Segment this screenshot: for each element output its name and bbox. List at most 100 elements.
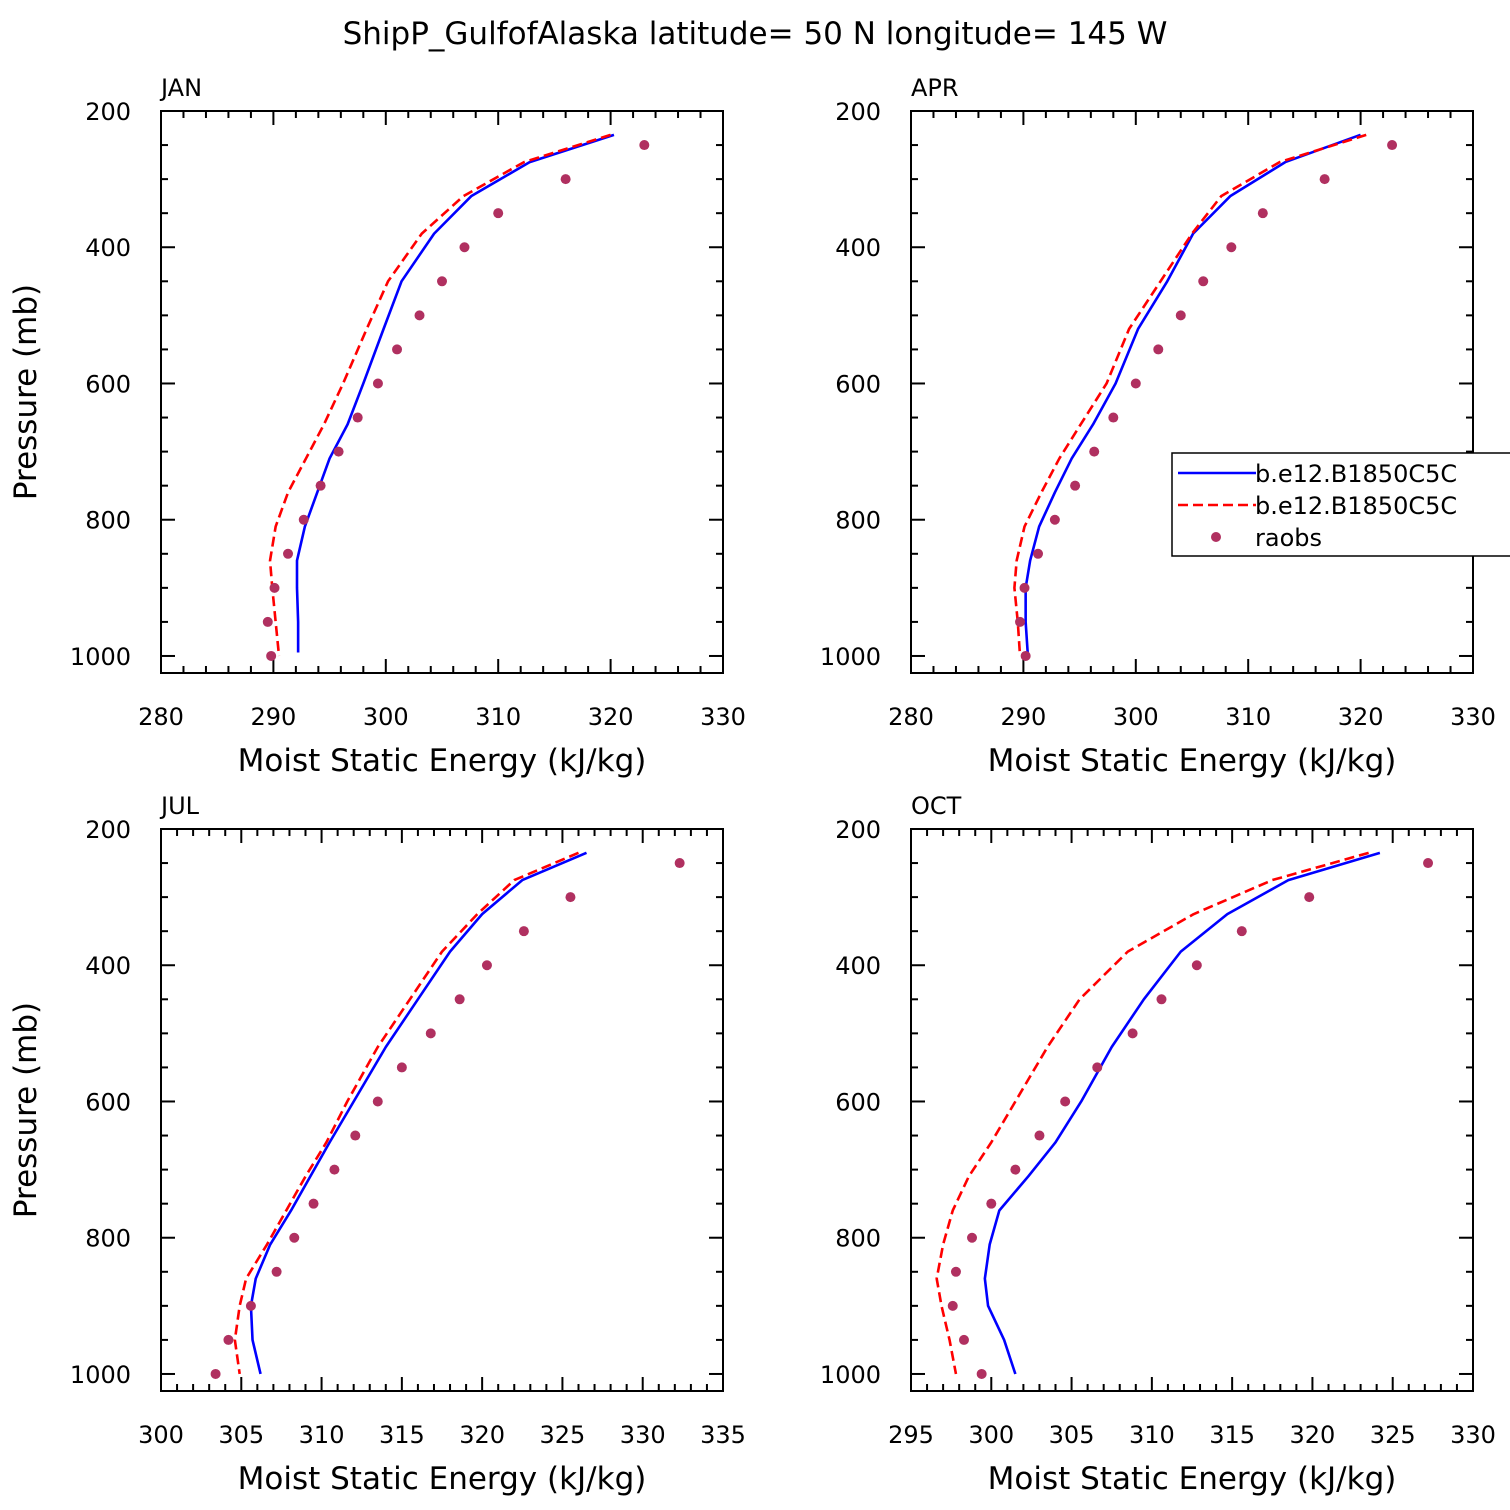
series-group bbox=[210, 851, 685, 1379]
y-tick-label: 1000 bbox=[820, 1361, 881, 1389]
raobs-point bbox=[283, 548, 294, 559]
x-axis-label: Moist Static Energy (kJ/kg) bbox=[238, 1461, 647, 1497]
model-line-solid bbox=[1024, 133, 1362, 657]
x-tick-label: 290 bbox=[1000, 703, 1046, 731]
raobs-point bbox=[1049, 514, 1060, 525]
y-tick-label: 400 bbox=[835, 234, 881, 262]
raobs-point bbox=[1089, 446, 1100, 457]
y-tick-label: 600 bbox=[85, 370, 131, 398]
panels: 280 290 300 310 320 330 200 400 600 800 1000 JAN Moi… bbox=[8, 74, 1496, 1497]
raobs-point bbox=[223, 1334, 234, 1345]
raobs-point bbox=[350, 1130, 361, 1141]
y-tick-label: 200 bbox=[85, 98, 131, 126]
panel-label: APR bbox=[911, 74, 959, 102]
y-tick-label: 600 bbox=[835, 370, 881, 398]
raobs-point bbox=[1153, 344, 1164, 355]
raobs-point bbox=[1226, 242, 1237, 253]
raobs-point bbox=[639, 140, 650, 151]
legend-marker bbox=[1211, 532, 1221, 542]
x-tick-label: 325 bbox=[1370, 1421, 1416, 1449]
raobs-point bbox=[392, 344, 403, 355]
panel-label: JAN bbox=[159, 74, 202, 102]
panel-oct: 295 300 305 310 315 320 325 330 200 400 600 800 1000… bbox=[820, 792, 1496, 1497]
x-tick-label: 335 bbox=[700, 1421, 746, 1449]
plot-frame bbox=[910, 110, 1474, 674]
raobs-point bbox=[1127, 1028, 1138, 1039]
raobs-point bbox=[352, 412, 363, 423]
raobs-point bbox=[1423, 858, 1434, 869]
y-tick-label: 600 bbox=[835, 1088, 881, 1116]
x-tick-label: 320 bbox=[1338, 703, 1384, 731]
raobs-point bbox=[518, 926, 529, 937]
raobs-point bbox=[396, 1062, 407, 1073]
raobs-point bbox=[298, 514, 309, 525]
x-tick-label: 310 bbox=[1129, 1421, 1175, 1449]
raobs-point bbox=[976, 1368, 987, 1379]
panel-label: JUL bbox=[159, 792, 200, 820]
raobs-point bbox=[1060, 1096, 1071, 1107]
legend-label: raobs bbox=[1255, 524, 1322, 552]
x-tick-label: 320 bbox=[588, 703, 634, 731]
raobs-point bbox=[1015, 616, 1026, 627]
raobs-point bbox=[372, 1096, 383, 1107]
raobs-point bbox=[308, 1198, 319, 1209]
x-axis-label: Moist Static Energy (kJ/kg) bbox=[988, 743, 1397, 779]
raobs-point bbox=[986, 1198, 997, 1209]
model-line-solid bbox=[249, 851, 588, 1375]
raobs-point bbox=[425, 1028, 436, 1039]
raobs-point bbox=[269, 582, 280, 593]
y-axis-label: Pressure (mb) bbox=[8, 284, 44, 500]
raobs-point bbox=[1033, 548, 1044, 559]
x-tick-label: 320 bbox=[459, 1421, 505, 1449]
raobs-point bbox=[210, 1368, 221, 1379]
raobs-point bbox=[1236, 926, 1247, 937]
raobs-point bbox=[1304, 892, 1315, 903]
x-tick-label: 295 bbox=[888, 1421, 934, 1449]
legend: b.e12.B1850C5C b.e12.B1850C5C raobs bbox=[1171, 452, 1510, 557]
raobs-point bbox=[1034, 1130, 1045, 1141]
raobs-point bbox=[950, 1266, 961, 1277]
y-tick-label: 200 bbox=[85, 816, 131, 844]
model-line-dashed bbox=[268, 133, 611, 657]
x-axis-label: Moist Static Energy (kJ/kg) bbox=[988, 1461, 1397, 1497]
x-tick-label: 330 bbox=[1450, 1421, 1496, 1449]
series-group bbox=[262, 133, 650, 661]
raobs-point bbox=[674, 858, 685, 869]
panel-label: OCT bbox=[911, 792, 962, 820]
model-line-dashed bbox=[233, 851, 579, 1375]
raobs-point bbox=[459, 242, 470, 253]
y-axis-label: Pressure (mb) bbox=[8, 1002, 44, 1218]
raobs-point bbox=[1198, 276, 1209, 287]
x-tick-label: 330 bbox=[1450, 703, 1496, 731]
x-tick-label: 305 bbox=[218, 1421, 264, 1449]
raobs-point bbox=[437, 276, 447, 287]
y-tick-label: 400 bbox=[85, 952, 131, 980]
raobs-point bbox=[266, 650, 277, 661]
plot-frame bbox=[160, 828, 724, 1392]
raobs-point bbox=[481, 960, 492, 971]
raobs-point bbox=[947, 1300, 958, 1311]
series-group bbox=[935, 851, 1434, 1379]
y-tick-label: 1000 bbox=[70, 1361, 131, 1389]
x-tick-label: 310 bbox=[1225, 703, 1271, 731]
raobs-point bbox=[271, 1266, 282, 1277]
x-tick-label: 300 bbox=[1113, 703, 1159, 731]
raobs-point bbox=[565, 892, 576, 903]
raobs-point bbox=[1257, 208, 1268, 219]
raobs-point bbox=[372, 378, 383, 389]
raobs-point bbox=[493, 208, 504, 219]
raobs-point bbox=[1319, 174, 1330, 185]
plot-frame bbox=[910, 828, 1474, 1392]
x-tick-label: 325 bbox=[540, 1421, 586, 1449]
raobs-point bbox=[1092, 1062, 1103, 1073]
y-tick-label: 400 bbox=[85, 234, 131, 262]
raobs-point bbox=[1020, 650, 1031, 661]
y-tick-label: 200 bbox=[835, 98, 881, 126]
raobs-point bbox=[1387, 140, 1398, 151]
raobs-point bbox=[245, 1300, 256, 1311]
y-tick-label: 800 bbox=[835, 1225, 881, 1253]
x-tick-label: 280 bbox=[888, 703, 934, 731]
raobs-point bbox=[315, 480, 326, 491]
x-tick-label: 280 bbox=[138, 703, 184, 731]
legend-label: b.e12.B1850C5C bbox=[1255, 460, 1457, 488]
